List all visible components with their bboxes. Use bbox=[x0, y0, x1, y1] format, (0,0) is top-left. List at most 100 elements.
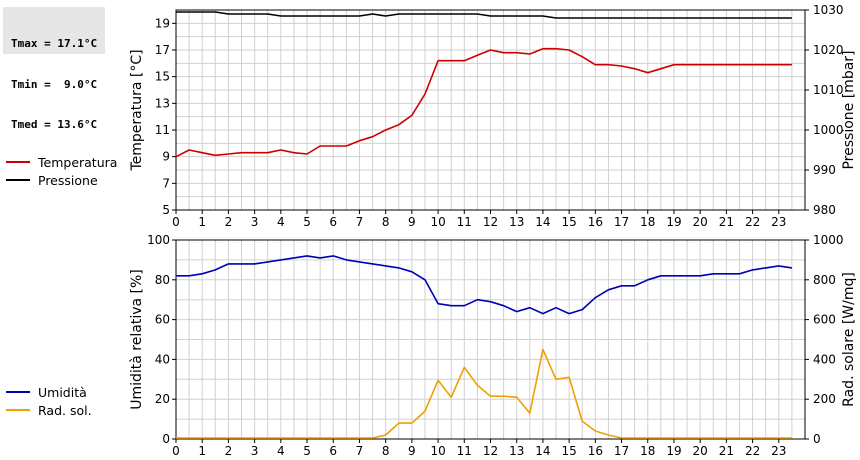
legend-label-umidita: Umidità bbox=[38, 384, 87, 400]
series-line-pressione bbox=[176, 11, 792, 19]
legend-swatch-pressione bbox=[6, 179, 30, 181]
y-right-tick-label: 0 bbox=[813, 432, 821, 446]
legend-swatch-rad-sol bbox=[6, 409, 30, 411]
x-tick-label: 22 bbox=[745, 215, 760, 229]
temperature-stats-box: Tmax = 17.1°C Tmin = 9.0°C Tmed = 13.6°C bbox=[3, 7, 105, 131]
x-tick-label: 0 bbox=[172, 444, 180, 458]
x-tick-label: 18 bbox=[640, 444, 655, 458]
y-right-tick-label: 200 bbox=[813, 392, 836, 406]
x-tick-label: 3 bbox=[251, 215, 259, 229]
legend-label-rad-sol: Rad. sol. bbox=[38, 402, 92, 418]
x-tick-label: 11 bbox=[457, 444, 472, 458]
chart-panel-0: 0 1 2 3 4 5 6 7 8 9 10 11 12 13 14 15 16 17 18 19 20 21 22 2357… bbox=[129, 3, 857, 229]
x-tick-label: 23 bbox=[771, 215, 786, 229]
x-tick-label: 19 bbox=[666, 444, 681, 458]
x-tick-label: 17 bbox=[614, 215, 629, 229]
tmin-text: Tmin = 9.0°C bbox=[11, 77, 98, 91]
x-tick-label: 13 bbox=[509, 215, 524, 229]
x-tick-label: 21 bbox=[719, 215, 734, 229]
x-tick-label: 15 bbox=[561, 444, 576, 458]
legend-item-pressione: Pressione bbox=[6, 171, 117, 189]
y-right-tick-label: 990 bbox=[813, 163, 836, 177]
x-tick-label: 19 bbox=[666, 215, 681, 229]
x-tick-label: 17 bbox=[614, 444, 629, 458]
y-left-tick-label: 7 bbox=[162, 176, 170, 190]
legend-swatch-umidita bbox=[6, 391, 30, 393]
x-tick-label: 23 bbox=[771, 444, 786, 458]
y-left-tick-label: 80 bbox=[155, 273, 170, 287]
x-tick-label: 7 bbox=[356, 215, 364, 229]
y-left-tick-label: 100 bbox=[147, 233, 170, 247]
x-tick-label: 10 bbox=[430, 215, 445, 229]
y-right-axis-title: Pressione [mbar] bbox=[841, 50, 857, 169]
y-left-tick-label: 9 bbox=[162, 150, 170, 164]
x-tick-label: 14 bbox=[535, 444, 550, 458]
y-left-axis-title: Temperatura [°C] bbox=[129, 49, 145, 171]
series-line-temperatura bbox=[175, 47, 792, 158]
y-left-axis-title: Umidità relativa [%] bbox=[129, 269, 145, 410]
y-right-axis-title: Rad. solare [W/mq] bbox=[841, 272, 857, 407]
y-left-tick-label: 60 bbox=[155, 313, 170, 327]
y-left-tick-label: 17 bbox=[155, 43, 170, 57]
series-line-umidit bbox=[176, 255, 793, 315]
x-tick-label: 20 bbox=[693, 215, 708, 229]
y-left-tick-label: 11 bbox=[155, 123, 170, 137]
x-tick-label: 1 bbox=[198, 215, 206, 229]
x-tick-label: 5 bbox=[303, 444, 311, 458]
x-tick-label: 12 bbox=[483, 215, 498, 229]
legend-swatch-temperatura bbox=[6, 161, 30, 163]
y-right-tick-label: 1000 bbox=[813, 123, 844, 137]
x-tick-label: 13 bbox=[509, 444, 524, 458]
tmed-text: Tmed = 13.6°C bbox=[11, 118, 98, 131]
y-right-tick-label: 1000 bbox=[813, 233, 844, 247]
x-tick-label: 5 bbox=[303, 215, 311, 229]
y-right-tick-label: 400 bbox=[813, 352, 836, 366]
x-tick-label: 4 bbox=[277, 444, 285, 458]
x-tick-label: 3 bbox=[251, 444, 259, 458]
x-tick-label: 18 bbox=[640, 215, 655, 229]
x-tick-label: 12 bbox=[483, 444, 498, 458]
x-tick-label: 16 bbox=[588, 215, 603, 229]
x-tick-label: 1 bbox=[198, 444, 206, 458]
x-tick-label: 16 bbox=[588, 444, 603, 458]
chart-panel-1: 0 1 2 3 4 5 6 7 8 9 10 11 12 13 14 15 16 17 18 19 20 21 22 2302… bbox=[129, 233, 857, 458]
x-tick-label: 7 bbox=[356, 444, 364, 458]
top-chart-legend: Temperatura Pressione bbox=[6, 153, 117, 189]
y-right-tick-label: 800 bbox=[813, 273, 836, 287]
y-left-tick-label: 13 bbox=[155, 96, 170, 110]
y-right-tick-label: 600 bbox=[813, 313, 836, 327]
x-tick-label: 6 bbox=[329, 215, 337, 229]
y-right-tick-label: 1020 bbox=[813, 43, 844, 57]
y-left-tick-label: 20 bbox=[155, 392, 170, 406]
x-tick-label: 2 bbox=[225, 215, 233, 229]
x-tick-label: 2 bbox=[225, 444, 233, 458]
legend-item-umidita: Umidità bbox=[6, 383, 92, 401]
x-tick-label: 4 bbox=[277, 215, 285, 229]
x-tick-label: 11 bbox=[457, 215, 472, 229]
y-left-tick-label: 40 bbox=[155, 352, 170, 366]
series-line-rad-sol bbox=[176, 348, 792, 439]
y-left-tick-label: 0 bbox=[162, 432, 170, 446]
bottom-chart-legend: Umidità Rad. sol. bbox=[6, 383, 92, 419]
x-tick-label: 20 bbox=[693, 444, 708, 458]
x-tick-label: 10 bbox=[430, 444, 445, 458]
x-tick-label: 15 bbox=[561, 215, 576, 229]
y-right-tick-label: 980 bbox=[813, 203, 836, 217]
y-left-tick-label: 5 bbox=[162, 203, 170, 217]
y-left-tick-label: 15 bbox=[155, 70, 170, 84]
y-left-tick-label: 19 bbox=[155, 16, 170, 30]
x-tick-label: 9 bbox=[408, 444, 416, 458]
x-tick-label: 9 bbox=[408, 215, 416, 229]
x-tick-label: 22 bbox=[745, 444, 760, 458]
x-tick-label: 21 bbox=[719, 444, 734, 458]
tmax-text: Tmax = 17.1°C bbox=[11, 37, 98, 50]
x-tick-label: 14 bbox=[535, 215, 550, 229]
x-tick-label: 8 bbox=[382, 444, 390, 458]
legend-item-rad-sol: Rad. sol. bbox=[6, 401, 92, 419]
legend-label-pressione: Pressione bbox=[38, 172, 98, 188]
x-tick-label: 8 bbox=[382, 215, 390, 229]
y-right-tick-label: 1010 bbox=[813, 83, 844, 97]
y-right-tick-label: 1030 bbox=[813, 3, 844, 17]
legend-item-temperatura: Temperatura bbox=[6, 153, 117, 171]
